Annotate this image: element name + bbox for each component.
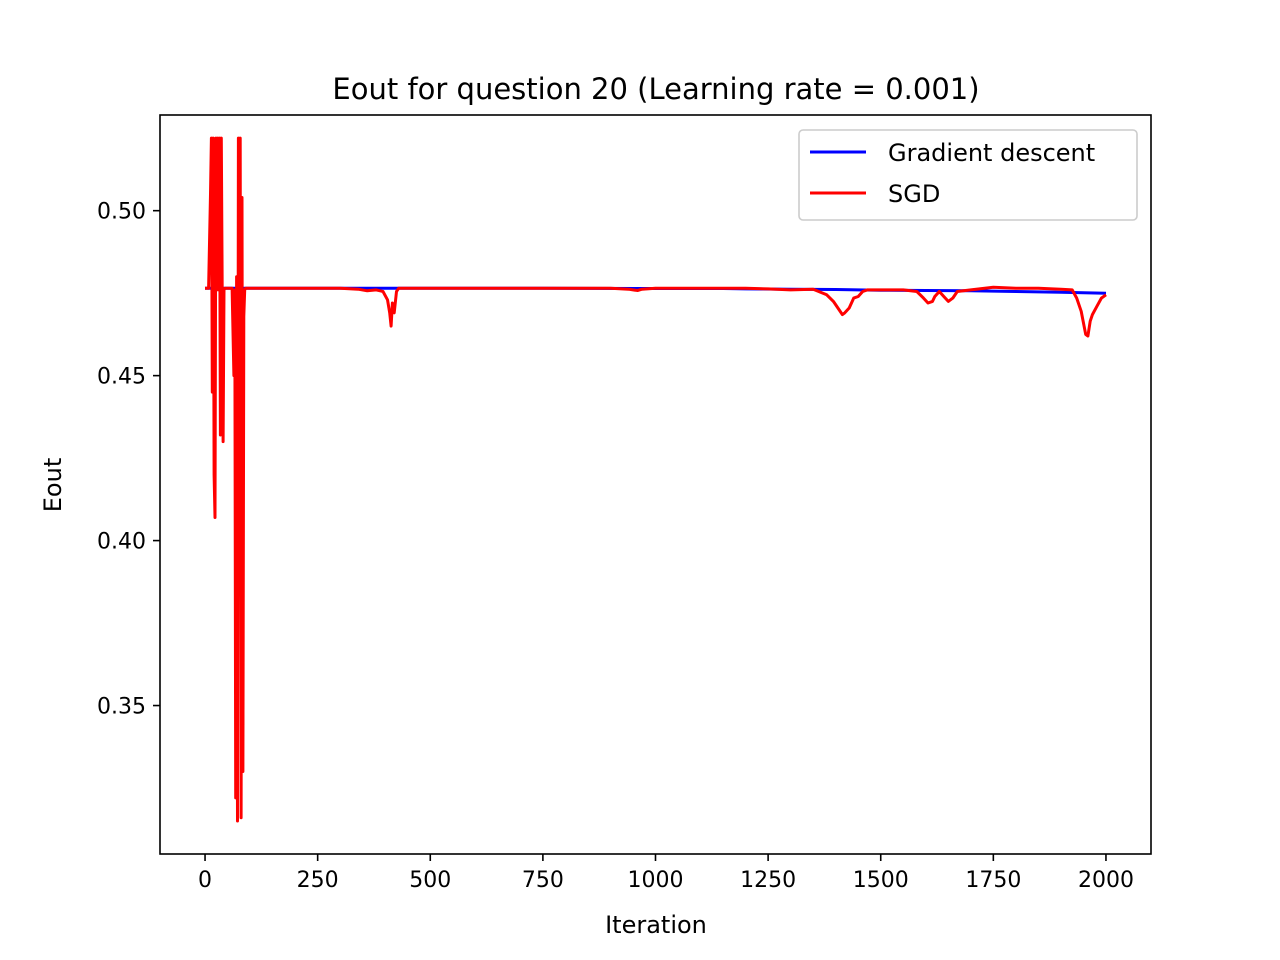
x-tick-label: 1750 [965,868,1021,893]
legend-label-gradient-descent: Gradient descent [888,139,1095,167]
x-tick-label: 1000 [628,868,684,893]
x-axis: 0 250 500 750 1000 1250 1500 1750 2000 [198,854,1134,893]
y-tick-label: 0.50 [97,200,146,225]
x-tick-label: 750 [522,868,564,893]
y-tick-label: 0.35 [97,695,146,720]
y-axis: 0.35 0.40 0.45 0.50 [97,200,160,720]
y-axis-label: Eout [39,458,67,512]
y-tick-label: 0.45 [97,365,146,390]
legend-box [798,129,1138,221]
chart-title: Eout for question 20 (Learning rate = 0.… [332,72,979,106]
x-tick-label: 1250 [740,868,796,893]
x-axis-label: Iteration [605,911,707,939]
x-tick-label: 0 [198,868,212,893]
series-line-sgd [205,136,1107,823]
legend: Gradient descent SGD [798,129,1138,221]
x-tick-label: 500 [409,868,451,893]
plot-lines [205,136,1107,823]
legend-label-sgd: SGD [888,180,940,208]
x-tick-label: 2000 [1078,868,1134,893]
y-tick-label: 0.40 [97,530,146,555]
x-tick-label: 250 [297,868,339,893]
x-tick-label: 1500 [853,868,909,893]
